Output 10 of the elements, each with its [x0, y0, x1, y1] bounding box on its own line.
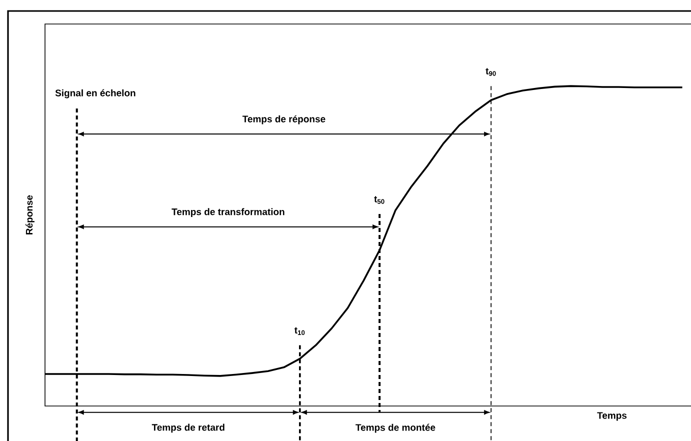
annotation: Temps de transformation	[172, 208, 284, 218]
annotation: t$_{50}$	[374, 196, 384, 204]
x-axis-title: Temps	[597, 412, 627, 421]
annotation: Signal en échelon	[55, 89, 136, 98]
annotation: t$_{10}$	[294, 327, 305, 336]
text: Temps de montée	[356, 424, 436, 433]
text: Temps de retard	[152, 424, 224, 433]
y-axis-title: Réponse	[26, 195, 34, 234]
text: t$_{90}$	[486, 68, 496, 76]
annotation: Temps de réponse	[242, 115, 326, 124]
